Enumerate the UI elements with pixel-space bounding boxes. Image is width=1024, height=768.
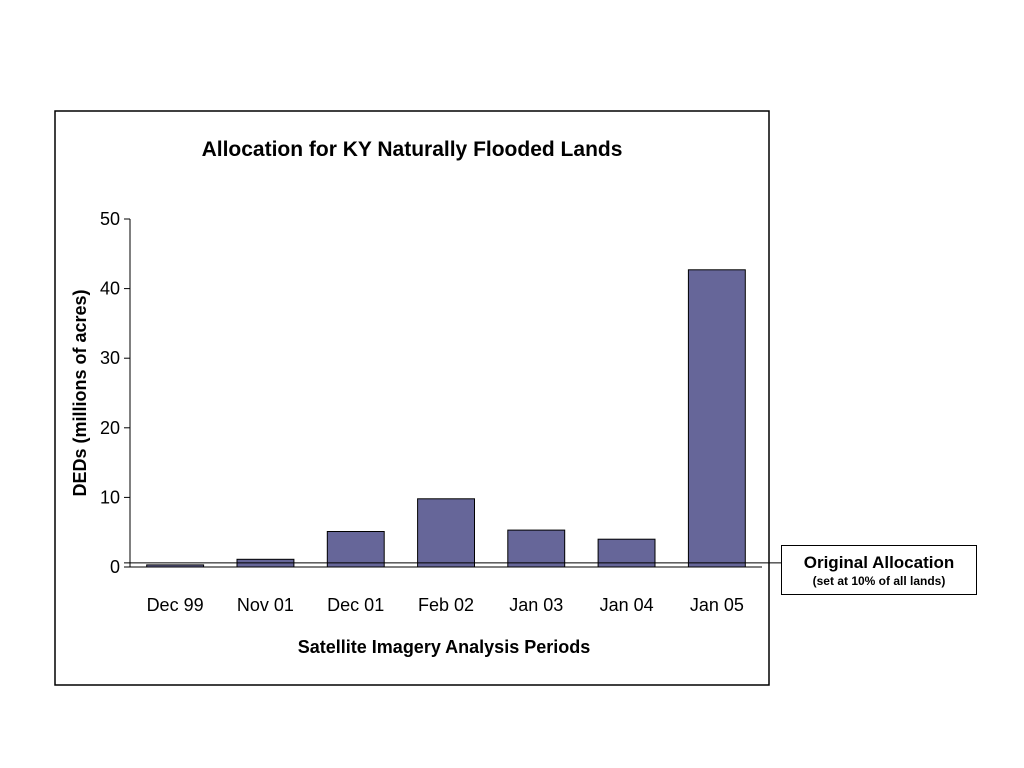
- y-tick-label: 0: [110, 557, 120, 577]
- x-tick-label: Nov 01: [237, 595, 294, 615]
- y-tick-label: 40: [100, 279, 120, 299]
- y-axis-title: DEDs (millions of acres): [70, 289, 90, 496]
- x-tick-label: Jan 03: [509, 595, 563, 615]
- plot-area: 0 10 20 30 40 50 Dec 99 Nov 01 Dec 01 Feb 02 Jan 0…: [100, 209, 781, 615]
- x-tick-label: Jan 05: [690, 595, 744, 615]
- x-tick-label: Dec 99: [147, 595, 204, 615]
- callout-title: Original Allocation: [803, 553, 955, 572]
- callout-subtitle: (set at 10% of all lands): [812, 574, 946, 588]
- y-tick-label: 10: [100, 487, 120, 507]
- x-tick-label: Jan 04: [600, 595, 654, 615]
- chart-title: Allocation for KY Naturally Flooded Land…: [202, 138, 623, 161]
- x-axis-title: Satellite Imagery Analysis Periods: [298, 637, 590, 657]
- x-tick-label: Feb 02: [418, 595, 474, 615]
- y-tick-label: 50: [100, 209, 120, 229]
- chart-frame: [54, 110, 770, 686]
- original-allocation-callout: Original Allocation (set at 10% of all l…: [781, 545, 977, 595]
- x-tick-label: Dec 01: [327, 595, 384, 615]
- bar-dec-01: [326, 531, 385, 568]
- y-tick-label: 20: [100, 418, 120, 438]
- y-tick-label: 30: [100, 348, 120, 368]
- bar-jan-05: [687, 269, 746, 568]
- bar-feb-02: [417, 498, 476, 568]
- bar-jan-03: [507, 529, 566, 568]
